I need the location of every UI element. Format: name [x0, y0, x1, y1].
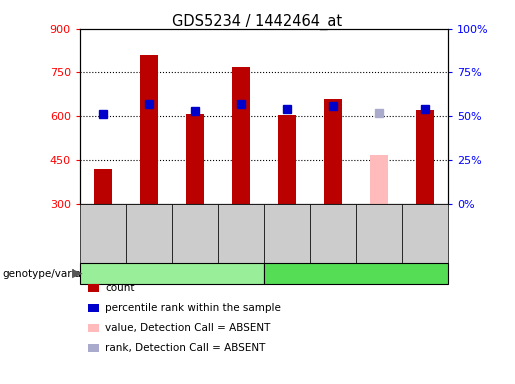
Text: percentile rank within the sample: percentile rank within the sample — [105, 303, 281, 313]
Text: rank, Detection Call = ABSENT: rank, Detection Call = ABSENT — [105, 343, 265, 353]
Bar — [324, 99, 342, 204]
Text: GSM608132: GSM608132 — [191, 206, 199, 261]
Text: GSM608137: GSM608137 — [421, 206, 430, 261]
Text: count: count — [105, 283, 134, 293]
Bar — [94, 169, 112, 204]
Text: GSM608131: GSM608131 — [144, 206, 153, 261]
Bar — [278, 115, 296, 204]
Text: GSM608136: GSM608136 — [374, 206, 384, 261]
Bar — [232, 67, 250, 204]
Bar — [140, 55, 158, 204]
Bar — [370, 155, 388, 204]
Text: GSM608130: GSM608130 — [98, 206, 107, 261]
Text: Dicer null: Dicer null — [328, 267, 384, 280]
Text: value, Detection Call = ABSENT: value, Detection Call = ABSENT — [105, 323, 270, 333]
Text: control: control — [151, 267, 193, 280]
Text: GDS5234 / 1442464_at: GDS5234 / 1442464_at — [173, 13, 342, 30]
Bar — [186, 114, 204, 204]
Text: GSM608133: GSM608133 — [236, 206, 246, 261]
Text: GSM608134: GSM608134 — [282, 206, 291, 261]
Bar — [416, 110, 434, 204]
Text: genotype/variation: genotype/variation — [3, 268, 101, 279]
Text: GSM608135: GSM608135 — [329, 206, 337, 261]
